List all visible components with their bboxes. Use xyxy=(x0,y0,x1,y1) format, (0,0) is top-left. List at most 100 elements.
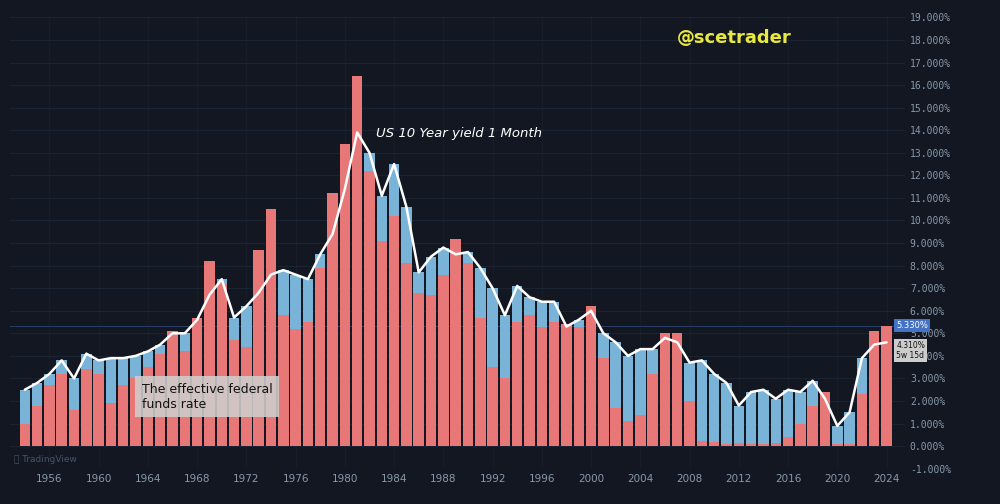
Bar xyxy=(241,306,252,446)
Bar xyxy=(500,316,510,446)
Bar xyxy=(709,442,719,446)
Bar xyxy=(352,76,362,446)
Bar xyxy=(857,358,867,446)
Bar xyxy=(574,327,584,446)
Bar xyxy=(795,423,806,446)
Bar xyxy=(783,437,793,446)
Bar xyxy=(315,268,325,446)
Bar xyxy=(807,381,818,446)
Bar xyxy=(143,351,153,446)
Bar xyxy=(413,272,424,446)
Bar xyxy=(549,302,559,446)
Bar xyxy=(721,444,732,446)
Bar xyxy=(610,342,621,446)
Bar xyxy=(167,331,178,446)
Bar xyxy=(684,363,695,446)
Bar xyxy=(143,367,153,446)
Bar xyxy=(771,443,781,446)
Bar xyxy=(266,209,276,446)
Bar xyxy=(377,196,387,446)
Bar xyxy=(180,351,190,446)
Bar xyxy=(758,444,769,446)
Bar xyxy=(832,426,843,446)
Bar xyxy=(574,320,584,446)
Bar xyxy=(524,297,535,446)
Bar xyxy=(155,345,165,446)
Bar xyxy=(561,324,572,446)
Bar xyxy=(487,288,498,446)
Bar xyxy=(537,302,547,446)
Bar xyxy=(167,333,178,446)
Bar xyxy=(130,379,141,446)
Bar xyxy=(192,318,202,446)
Bar xyxy=(229,318,239,446)
Bar xyxy=(253,293,264,446)
Bar xyxy=(290,275,301,446)
Bar xyxy=(401,264,412,446)
Bar xyxy=(278,270,289,446)
Bar xyxy=(586,311,596,446)
Bar xyxy=(500,379,510,446)
Bar xyxy=(586,306,596,446)
Bar xyxy=(118,385,128,446)
Bar xyxy=(69,410,79,446)
Bar xyxy=(44,385,55,446)
Bar xyxy=(241,347,252,446)
Text: 5.330%: 5.330% xyxy=(896,322,928,330)
Bar xyxy=(684,401,695,446)
Bar xyxy=(598,358,609,446)
Bar xyxy=(192,320,202,446)
Bar xyxy=(426,295,436,446)
Bar xyxy=(204,261,215,446)
Bar xyxy=(475,268,486,446)
Bar xyxy=(832,444,843,446)
Bar xyxy=(647,349,658,446)
Bar xyxy=(81,354,92,446)
Bar xyxy=(327,234,338,446)
Bar xyxy=(881,342,892,446)
Bar xyxy=(364,171,375,446)
Bar xyxy=(278,316,289,446)
Bar xyxy=(290,329,301,446)
Bar xyxy=(697,360,707,446)
Bar xyxy=(413,293,424,446)
Bar xyxy=(857,394,867,446)
Bar xyxy=(340,144,350,446)
Bar xyxy=(20,423,30,446)
Bar xyxy=(81,369,92,446)
Text: The effective federal
funds rate: The effective federal funds rate xyxy=(142,383,272,410)
Bar xyxy=(734,443,744,446)
Bar xyxy=(106,403,116,446)
Bar xyxy=(32,406,42,446)
Bar xyxy=(807,406,818,446)
Bar xyxy=(771,399,781,446)
Bar xyxy=(758,390,769,446)
Bar xyxy=(401,207,412,446)
Bar xyxy=(598,333,609,446)
Bar xyxy=(537,327,547,446)
Bar xyxy=(118,358,128,446)
Bar xyxy=(266,275,276,446)
Bar xyxy=(746,444,756,446)
Bar xyxy=(69,379,79,446)
Bar xyxy=(820,399,830,446)
Bar xyxy=(844,445,855,446)
Bar xyxy=(93,374,104,446)
Bar xyxy=(389,164,399,446)
Bar xyxy=(721,383,732,446)
Bar xyxy=(463,264,473,446)
Bar xyxy=(660,333,670,446)
Text: @scetrader: @scetrader xyxy=(677,29,792,47)
Bar xyxy=(783,390,793,446)
Bar xyxy=(426,257,436,446)
Bar xyxy=(463,252,473,446)
Bar xyxy=(623,356,633,446)
Bar xyxy=(180,333,190,446)
Bar xyxy=(106,358,116,446)
Bar xyxy=(327,194,338,446)
Bar xyxy=(56,374,67,446)
Bar xyxy=(820,392,830,446)
Bar xyxy=(734,406,744,446)
Text: ⧖ TradingView: ⧖ TradingView xyxy=(14,455,77,464)
Bar xyxy=(229,340,239,446)
